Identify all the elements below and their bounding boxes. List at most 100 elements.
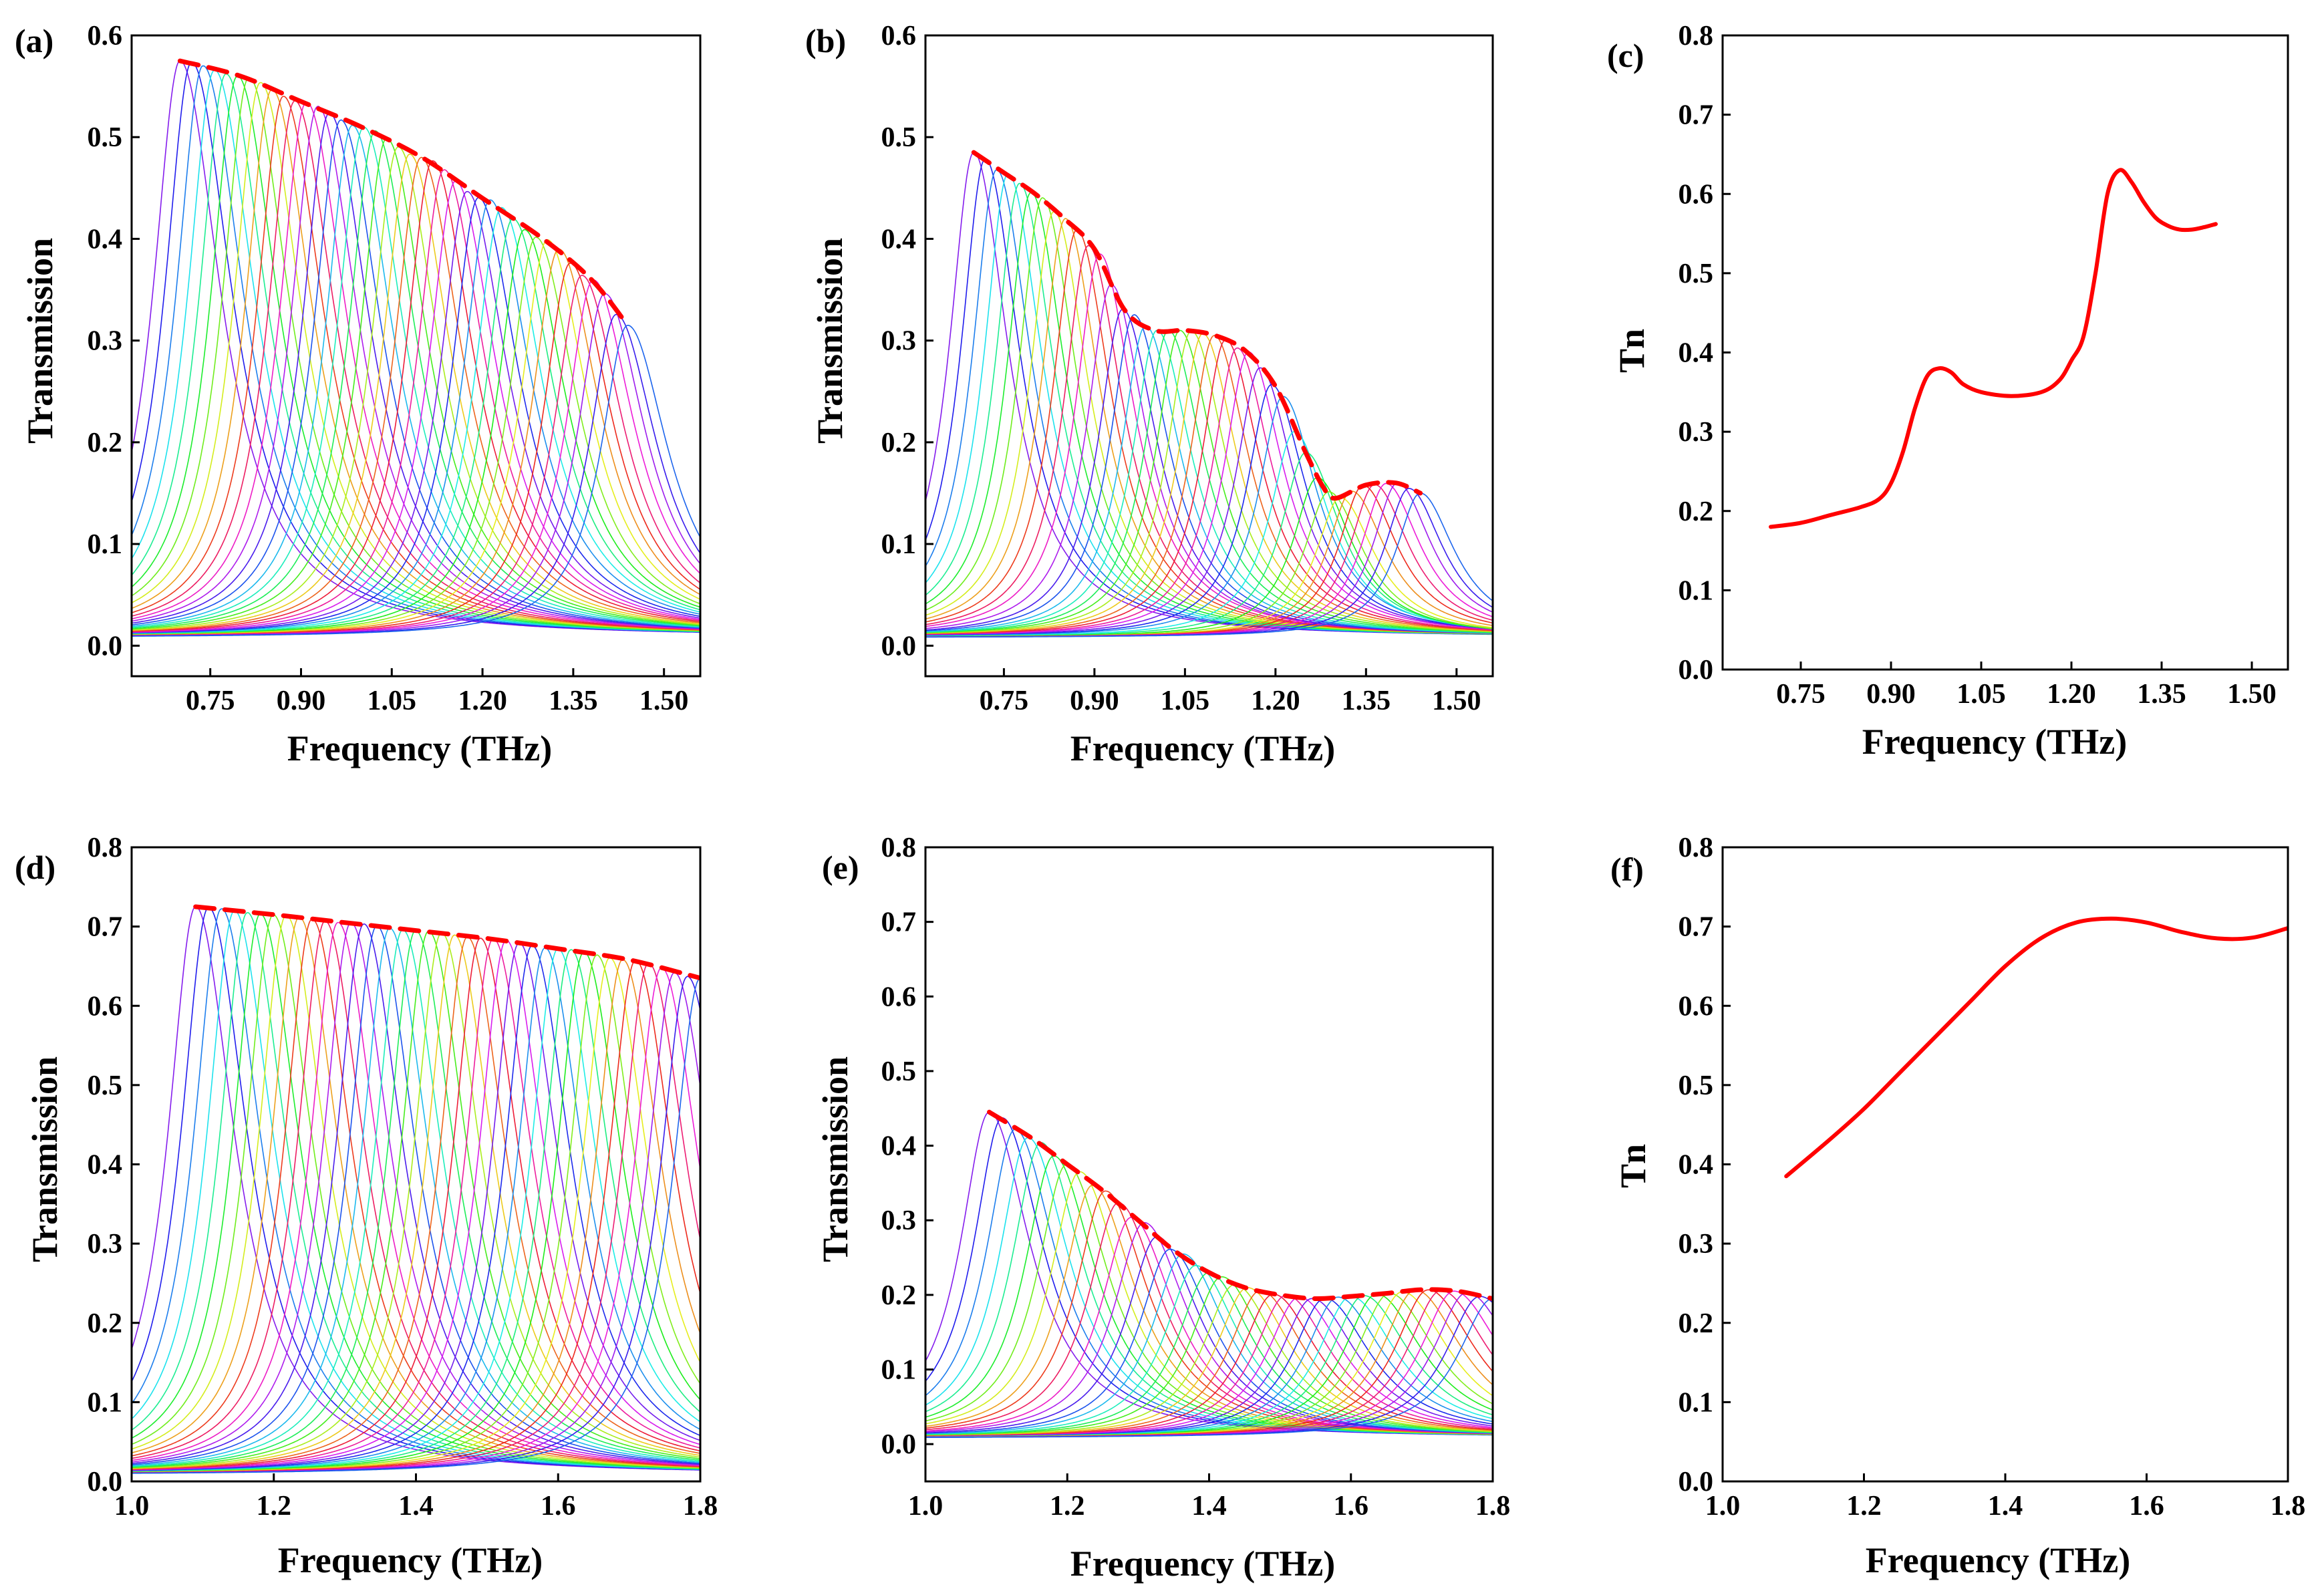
plot-area-d: 1.0 1.2 1.4 1.6 1.80.00.10.20.30.40.50.60.70… <box>88 833 718 1521</box>
x-tick-label-f: 1.2 <box>1846 1491 1882 1521</box>
y-tick-label-f: 0.6 <box>1679 991 1714 1022</box>
y-tick-label-a: 0.1 <box>88 529 123 560</box>
panel-f: (f) 1.0 1.2 1.4 1.6 1.80.00.10.20.30.40.50.6… <box>1610 833 2305 1580</box>
mode-curve-a-25 <box>132 181 700 633</box>
mode-curve-e-8 <box>925 1171 1493 1434</box>
x-tick-label-a: 1.20 <box>458 686 507 716</box>
y-axis-title-d: Transmission <box>25 1056 65 1262</box>
x-axis-title-d: Frequency (THz) <box>278 1540 543 1580</box>
tn-line-f <box>1786 919 2288 1177</box>
x-tick-label-b: 1.50 <box>1432 686 1481 716</box>
mode-curve-a-33 <box>132 240 700 635</box>
x-tick-label-b: 0.75 <box>980 686 1029 716</box>
y-tick-label-c: 0.0 <box>1679 655 1714 686</box>
y-tick-label-c: 0.6 <box>1679 179 1714 210</box>
y-tick-label-a: 0.5 <box>88 122 123 153</box>
x-tick-label-b: 1.20 <box>1251 686 1300 716</box>
y-tick-label-f: 0.5 <box>1679 1070 1714 1101</box>
mode-curve-a-7 <box>132 78 700 631</box>
x-tick-label-e: 1.4 <box>1191 1491 1227 1521</box>
panel-e: (e) 1.0 1.2 1.4 1.6 1.80.00.10.20.30.40.50.6… <box>815 833 1510 1584</box>
mode-curve-b-25 <box>925 352 1493 635</box>
y-tick-label-e: 0.7 <box>881 907 917 938</box>
envelope-line-e <box>990 1112 1493 1298</box>
x-tick-label-c: 1.05 <box>1956 679 2006 710</box>
x-tick-label-a: 0.75 <box>186 686 235 716</box>
data-layer-d <box>132 907 700 1473</box>
y-tick-label-c: 0.4 <box>1679 338 1714 369</box>
tn-line-c <box>1771 170 2216 527</box>
y-tick-label-d: 0.4 <box>88 1150 123 1181</box>
mode-curve-b-12 <box>925 254 1493 633</box>
y-tick-label-d: 0.8 <box>88 833 123 863</box>
mode-curve-e-4 <box>925 1138 1493 1435</box>
mode-curve-d-22 <box>132 937 700 1469</box>
y-tick-label-d: 0.5 <box>88 1070 123 1101</box>
panel-d: (d) 1.0 1.2 1.4 1.6 1.80.00.10.20.30.40.50.6… <box>15 833 718 1580</box>
y-tick-label-e: 0.6 <box>881 982 917 1012</box>
panel-label-f: (f) <box>1610 851 1644 888</box>
plot-area-f: 1.0 1.2 1.4 1.6 1.80.00.10.20.30.40.50.60.70… <box>1679 833 2306 1521</box>
y-tick-label-b: 0.6 <box>881 21 917 51</box>
y-tick-label-f: 0.0 <box>1679 1467 1714 1497</box>
y-tick-label-d: 0.2 <box>88 1308 123 1339</box>
y-tick-label-e: 0.5 <box>881 1056 917 1087</box>
y-axis-title-f: Tn <box>1613 1144 1653 1188</box>
x-axis-title-e: Frequency (THz) <box>1070 1544 1335 1584</box>
x-tick-label-a: 1.35 <box>549 686 598 716</box>
x-tick-label-b: 1.05 <box>1161 686 1210 716</box>
y-tick-label-d: 0.6 <box>88 991 123 1022</box>
x-tick-label-f: 1.6 <box>2129 1491 2164 1521</box>
y-tick-label-d: 0.1 <box>88 1387 123 1418</box>
mode-curve-a-32 <box>132 237 700 635</box>
y-tick-label-a: 0.3 <box>88 326 123 357</box>
x-tick-label-d: 1.2 <box>257 1491 292 1521</box>
y-tick-label-c: 0.8 <box>1679 21 1714 51</box>
y-tick-label-a: 0.6 <box>88 21 123 51</box>
mode-curve-e-15 <box>925 1250 1493 1434</box>
mode-curve-e-9 <box>925 1185 1493 1434</box>
mode-curve-a-5 <box>132 74 700 631</box>
y-tick-label-e: 0.1 <box>881 1355 917 1386</box>
panel-label-b: (b) <box>805 22 846 59</box>
x-tick-label-f: 1.8 <box>2271 1491 2306 1521</box>
y-tick-label-e: 0.2 <box>881 1280 917 1311</box>
mode-curve-d-37 <box>132 968 700 1473</box>
data-layer-f <box>1786 919 2288 1177</box>
panel-c: (c) 0.75 0.90 1.05 1.20 1.35 1.500.00.10.20.3… <box>1607 21 2288 762</box>
mode-curve-e-10 <box>925 1191 1493 1433</box>
y-tick-label-e: 0.3 <box>881 1205 917 1236</box>
x-tick-label-e: 1.8 <box>1475 1491 1511 1521</box>
data-layer-c <box>1771 170 2216 527</box>
y-axis-title-e: Transmission <box>815 1056 855 1262</box>
mode-curve-b-8 <box>925 212 1493 634</box>
x-tick-label-c: 1.50 <box>2227 679 2277 710</box>
y-tick-label-b: 0.0 <box>881 631 917 662</box>
mode-curve-a-15 <box>132 120 700 628</box>
x-tick-label-a: 0.90 <box>277 686 326 716</box>
x-tick-label-b: 1.35 <box>1342 686 1391 716</box>
x-tick-label-e: 1.0 <box>908 1491 943 1521</box>
x-axis-title-b: Frequency (THz) <box>1070 728 1335 768</box>
x-tick-label-e: 1.2 <box>1050 1491 1085 1521</box>
y-tick-label-b: 0.3 <box>881 326 917 357</box>
panel-b: (b) 0.75 0.90 1.05 1.20 1.35 1.500.00.10.20.3… <box>805 21 1493 768</box>
x-tick-label-b: 0.90 <box>1070 686 1119 716</box>
x-axis-title-a: Frequency (THz) <box>287 728 552 768</box>
y-tick-label-f: 0.2 <box>1679 1308 1714 1339</box>
mode-curve-b-9 <box>925 219 1493 633</box>
mode-curve-b-11 <box>925 246 1493 633</box>
y-tick-label-c: 0.3 <box>1679 417 1714 448</box>
mode-curve-a-14 <box>132 113 700 628</box>
x-tick-label-a: 1.05 <box>368 686 417 716</box>
data-layer-a <box>132 61 700 636</box>
mode-curve-e-29 <box>925 1296 1493 1437</box>
y-tick-label-b: 0.4 <box>881 224 917 255</box>
mode-curve-d-36 <box>132 963 700 1473</box>
y-tick-label-a: 0.0 <box>88 631 123 662</box>
y-tick-label-f: 0.4 <box>1679 1150 1714 1181</box>
y-axis-title-a: Transmission <box>20 238 60 444</box>
data-layer-b <box>925 152 1493 637</box>
x-tick-label-a: 1.50 <box>639 686 689 716</box>
